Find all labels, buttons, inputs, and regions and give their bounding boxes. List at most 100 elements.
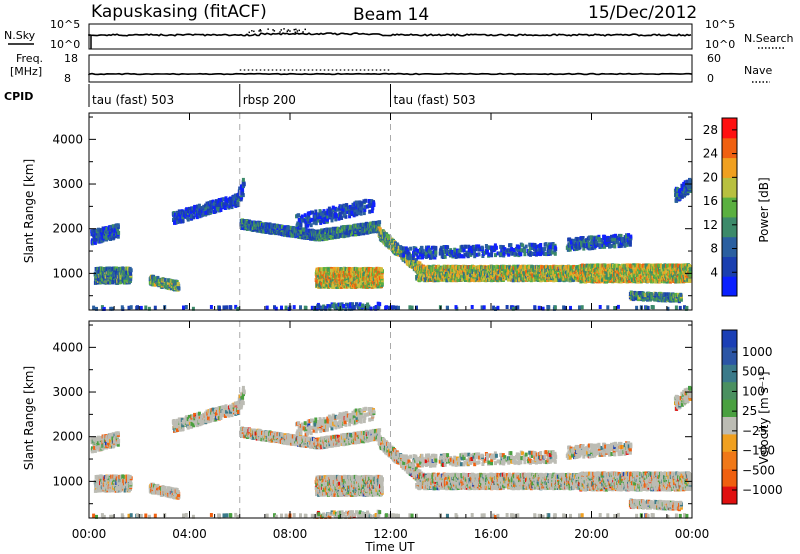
power-cell (345, 203, 349, 208)
power-cell (420, 268, 424, 273)
power-cell (297, 231, 301, 236)
power-cell (325, 282, 329, 287)
power-cell (181, 219, 185, 224)
power-cell (97, 239, 101, 244)
power-cell (196, 204, 199, 209)
power-cell (253, 221, 256, 225)
power-cell (343, 212, 347, 217)
power-cell (129, 271, 133, 276)
power-cell (117, 230, 121, 235)
power-cell (343, 204, 346, 209)
power-cell (567, 264, 571, 269)
power-cell (97, 269, 101, 274)
power-cell (96, 233, 100, 238)
power-cell (222, 197, 226, 202)
power-cell (340, 231, 344, 236)
power-cell (375, 266, 379, 271)
power-cell (544, 278, 548, 283)
power-cell (326, 217, 329, 222)
power-cell (329, 231, 333, 235)
power-cell (474, 265, 478, 270)
power-cell (368, 230, 372, 234)
power-cell (230, 205, 234, 210)
power-cell (239, 184, 243, 189)
cpid-segment-label: tau (fast) 503 (394, 93, 476, 107)
power-cell (156, 282, 160, 287)
power-cell (344, 267, 348, 272)
power-cell (116, 223, 120, 228)
power-cell (330, 218, 334, 223)
power-cell (309, 218, 313, 223)
cpid-segment-label: rbsp 200 (243, 93, 296, 107)
power-cell (306, 211, 310, 216)
power-cell (111, 224, 115, 229)
power-cell (369, 203, 373, 208)
power-cell (341, 225, 345, 230)
power-cell (122, 271, 126, 276)
power-cell (596, 263, 600, 268)
power-cell (248, 222, 252, 227)
power-cell (286, 228, 290, 233)
power-cell (496, 265, 500, 269)
power-cell (314, 221, 318, 226)
power-cell (354, 232, 358, 237)
power-cell (177, 209, 181, 214)
power-cell (452, 264, 456, 269)
power-cell (271, 224, 274, 229)
power-cell (110, 270, 114, 275)
power-cell (191, 206, 195, 211)
power-cell (644, 263, 648, 268)
freq-unit-label: [MHz] (10, 65, 42, 78)
nsearch-tick-top: 10^5 (705, 18, 735, 31)
power-cell (178, 219, 182, 224)
power-scatter (90, 113, 692, 311)
power-cell (153, 282, 157, 287)
power-cell (308, 211, 312, 216)
power-cell (524, 265, 528, 270)
power-cell (585, 267, 589, 272)
power-cell (163, 277, 167, 282)
freq-tick-top: 18 (64, 52, 78, 65)
power-cell (288, 225, 292, 230)
power-cell (234, 193, 238, 198)
power-cell (192, 215, 196, 220)
power-cell (336, 207, 340, 212)
power-cell (297, 217, 301, 222)
power-cell (431, 267, 435, 271)
power-cell (545, 270, 549, 275)
power-cell (299, 222, 303, 227)
power-cell (319, 211, 323, 216)
power-cell (303, 227, 307, 232)
power-cell (477, 265, 481, 270)
power-cell (202, 204, 206, 209)
nsearch-label: N.Search (744, 32, 794, 45)
power-cell (540, 265, 544, 270)
power-cell (414, 259, 418, 264)
power-cell (370, 209, 374, 214)
power-cell (588, 263, 592, 268)
power-cell (329, 283, 333, 288)
power-cell (628, 278, 632, 283)
power-cell (496, 278, 500, 283)
power-cell (222, 202, 226, 207)
power-cell (326, 208, 330, 213)
power-cell (220, 197, 224, 202)
power-cell (445, 278, 449, 283)
power-cell (411, 261, 415, 266)
power-cell (371, 205, 375, 210)
power-cell (310, 217, 314, 222)
power-cell (491, 275, 495, 280)
power-cell (297, 213, 301, 218)
power-cell (351, 202, 355, 207)
power-cell (93, 237, 97, 242)
power-cell (326, 214, 330, 219)
power-cell (103, 234, 107, 239)
power-cell (126, 273, 130, 278)
power-cell (364, 198, 368, 203)
power-cell (248, 220, 252, 225)
power-cell (511, 278, 515, 283)
power-cell (378, 220, 382, 225)
power-cell (238, 186, 242, 191)
power-cell (636, 271, 640, 276)
